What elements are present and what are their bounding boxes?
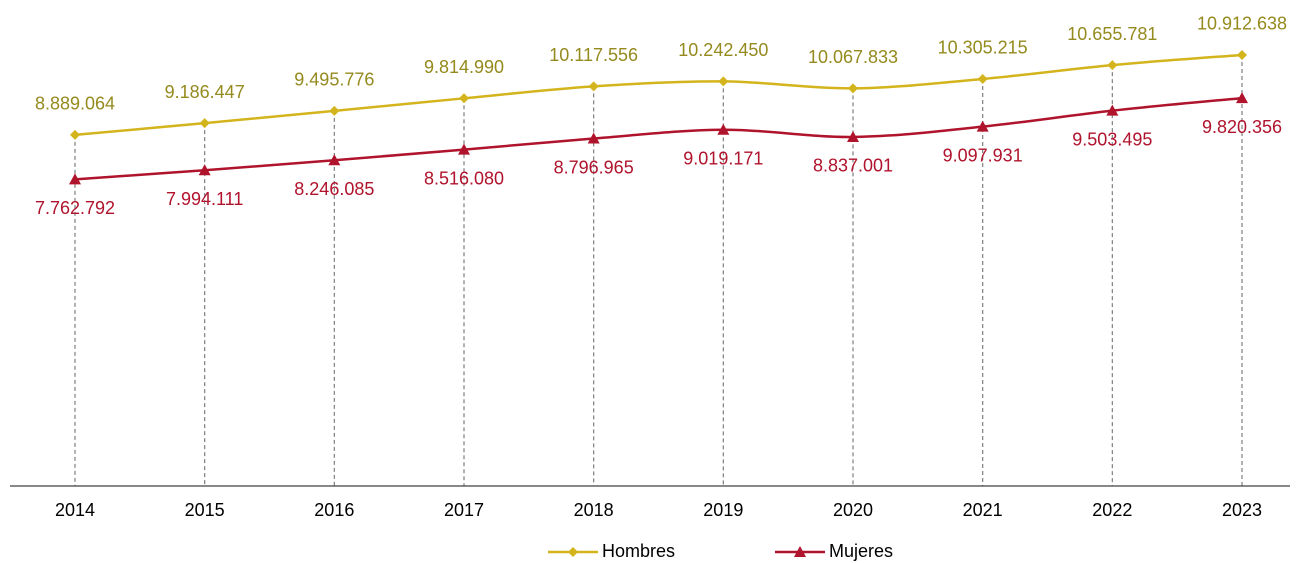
- legend-marker: [568, 547, 578, 557]
- data-label: 10.242.450: [678, 40, 768, 60]
- data-label: 10.912.638: [1197, 14, 1287, 34]
- x-tick-label: 2021: [963, 500, 1003, 520]
- data-label: 8.837.001: [813, 156, 893, 176]
- marker: [70, 129, 80, 140]
- x-tick-label: 2014: [55, 500, 95, 520]
- data-label: 8.796.965: [554, 157, 634, 177]
- marker: [459, 93, 469, 104]
- x-tick-label: 2018: [574, 500, 614, 520]
- marker: [328, 154, 341, 166]
- data-label: 8.889.064: [35, 94, 115, 114]
- series-line: [74, 96, 1243, 181]
- legend-label: Hombres: [602, 541, 675, 561]
- data-label: 9.097.931: [943, 145, 1023, 165]
- data-label: 9.186.447: [165, 82, 245, 102]
- series-line: [74, 53, 1243, 137]
- marker: [977, 73, 988, 84]
- data-label: 10.655.781: [1067, 24, 1157, 44]
- x-tick-label: 2016: [314, 500, 354, 520]
- legend-marker: [794, 546, 806, 557]
- marker: [69, 173, 81, 185]
- x-tick-label: 2015: [185, 500, 225, 520]
- marker: [587, 132, 600, 144]
- data-label: 7.762.792: [35, 198, 115, 218]
- data-label: 8.516.080: [424, 168, 504, 188]
- marker: [848, 83, 858, 94]
- marker: [198, 164, 211, 176]
- data-label: 9.820.356: [1202, 117, 1282, 137]
- data-label: 8.246.085: [294, 179, 374, 199]
- marker: [1236, 92, 1248, 104]
- marker: [588, 81, 599, 92]
- data-label: 9.019.171: [683, 148, 763, 168]
- x-tick-label: 2023: [1222, 500, 1262, 520]
- data-label: 9.503.495: [1072, 129, 1152, 149]
- legend-label: Mujeres: [829, 541, 893, 561]
- data-label: 10.117.556: [549, 45, 638, 65]
- data-label: 10.067.833: [808, 47, 898, 67]
- data-label: 9.814.990: [424, 57, 504, 77]
- x-tick-label: 2017: [444, 500, 484, 520]
- marker: [718, 76, 729, 87]
- marker: [329, 105, 340, 116]
- marker: [976, 120, 989, 132]
- marker: [847, 130, 859, 142]
- marker: [458, 143, 470, 155]
- x-tick-label: 2019: [703, 500, 743, 520]
- data-label: 7.994.111: [166, 189, 243, 209]
- marker: [717, 123, 730, 135]
- marker: [1107, 60, 1118, 71]
- marker: [199, 118, 210, 129]
- marker: [1237, 49, 1247, 60]
- x-tick-label: 2020: [833, 500, 873, 520]
- marker: [1106, 104, 1119, 116]
- data-label: 9.495.776: [294, 70, 374, 90]
- x-tick-label: 2022: [1092, 500, 1132, 520]
- data-label: 10.305.215: [938, 38, 1028, 58]
